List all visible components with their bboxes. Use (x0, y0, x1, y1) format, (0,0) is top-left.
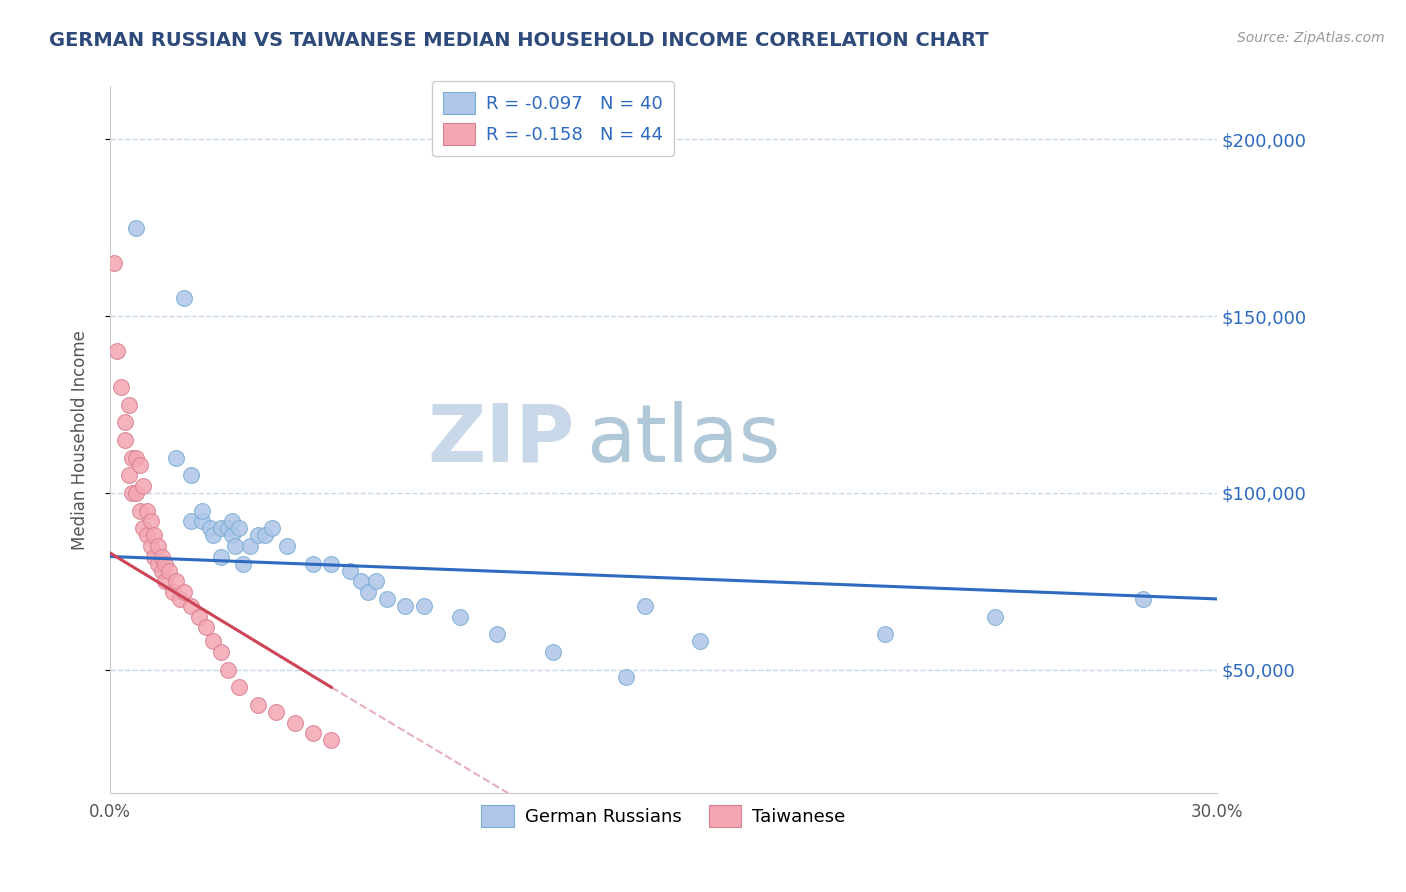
Point (162, 585, 184, 599)
Point (166, 450, 188, 465)
Text: GERMAN RUSSIAN VS TAIWANESE MEDIAN HOUSEHOLD INCOME CORRELATION CHART: GERMAN RUSSIAN VS TAIWANESE MEDIAN HOUSE… (49, 31, 988, 50)
Point (117, 397, 139, 411)
Point (128, 503, 150, 517)
Point (873, 627, 896, 641)
Point (350, 574, 373, 589)
Point (486, 627, 509, 641)
Point (364, 574, 387, 589)
Point (150, 549, 173, 564)
Point (173, 585, 195, 599)
Point (202, 634, 225, 648)
Point (1132, 591, 1154, 606)
Point (321, 733, 343, 747)
Text: atlas: atlas (586, 401, 780, 479)
Point (191, 514, 214, 528)
Text: ZIP: ZIP (427, 401, 575, 479)
Point (253, 528, 276, 542)
Point (302, 726, 325, 740)
Point (191, 503, 214, 517)
Point (217, 521, 239, 535)
Point (146, 539, 169, 553)
Point (984, 609, 1007, 624)
Point (169, 591, 191, 606)
Point (114, 415, 136, 429)
Point (143, 549, 166, 564)
Point (321, 557, 343, 571)
Point (217, 663, 239, 677)
Point (450, 609, 472, 624)
Point (194, 620, 217, 634)
Point (357, 585, 380, 599)
Point (136, 503, 159, 517)
Point (276, 539, 298, 553)
Point (264, 705, 287, 719)
Point (224, 539, 246, 553)
Point (180, 514, 202, 528)
Point (136, 528, 159, 542)
Point (202, 528, 225, 542)
Point (114, 433, 136, 447)
Y-axis label: Median Household Income: Median Household Income (72, 330, 89, 549)
Point (228, 521, 250, 535)
Point (232, 557, 254, 571)
Point (117, 468, 139, 483)
Point (221, 528, 243, 542)
Point (412, 599, 434, 613)
Point (209, 549, 232, 564)
Point (143, 528, 166, 542)
Point (103, 256, 125, 270)
Point (209, 521, 232, 535)
Point (283, 715, 305, 730)
Point (180, 599, 202, 613)
Point (180, 468, 202, 483)
Point (132, 521, 155, 535)
Point (173, 292, 195, 306)
Point (166, 574, 188, 589)
Point (128, 458, 150, 472)
Point (139, 514, 162, 528)
Point (150, 564, 173, 578)
Point (689, 634, 711, 648)
Point (139, 539, 162, 553)
Point (339, 564, 361, 578)
Point (375, 591, 398, 606)
Point (239, 539, 262, 553)
Point (246, 698, 269, 712)
Point (125, 486, 148, 500)
Point (155, 574, 177, 589)
Point (262, 521, 284, 535)
Point (198, 521, 221, 535)
Point (125, 220, 148, 235)
Text: Source: ZipAtlas.com: Source: ZipAtlas.com (1237, 31, 1385, 45)
Point (132, 479, 155, 493)
Point (187, 609, 209, 624)
Point (121, 486, 143, 500)
Point (302, 557, 325, 571)
Point (155, 557, 177, 571)
Point (146, 557, 169, 571)
Point (616, 670, 638, 684)
Point (228, 681, 250, 695)
Point (157, 564, 180, 578)
Point (634, 599, 657, 613)
Legend: German Russians, Taiwanese: German Russians, Taiwanese (474, 797, 852, 834)
Point (394, 599, 416, 613)
Point (221, 514, 243, 528)
Point (110, 380, 132, 394)
Point (121, 450, 143, 465)
Point (125, 450, 148, 465)
Point (107, 344, 129, 359)
Point (246, 528, 269, 542)
Point (209, 645, 232, 659)
Point (541, 645, 564, 659)
